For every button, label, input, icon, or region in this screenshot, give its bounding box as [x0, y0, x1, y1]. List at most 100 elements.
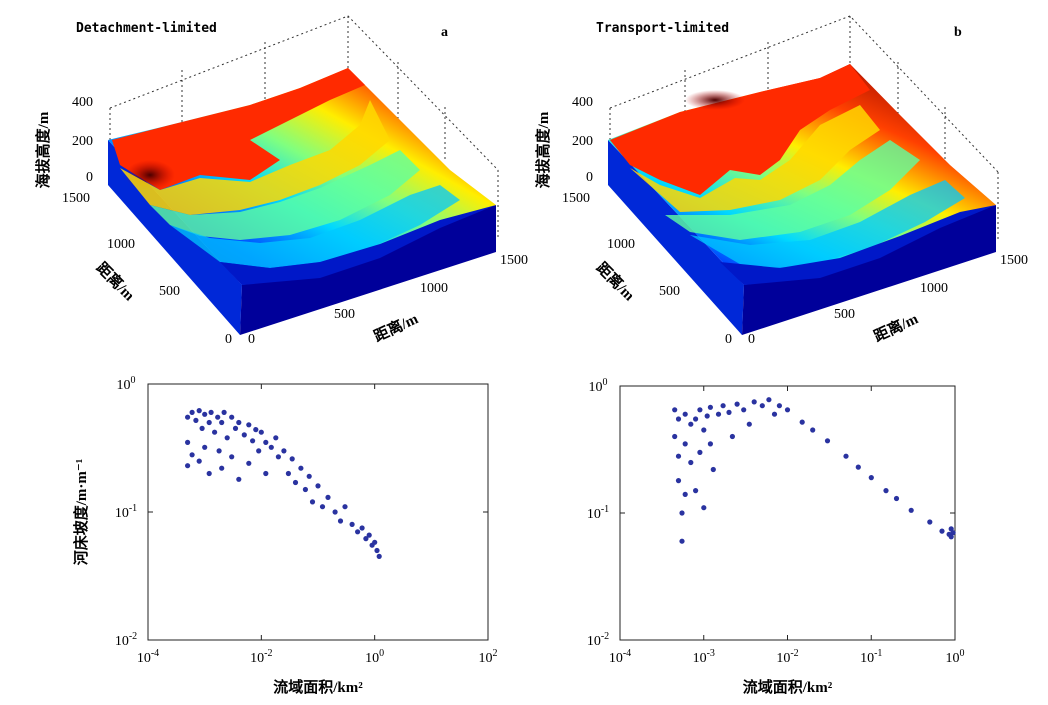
panel-c-point	[273, 435, 279, 441]
panel-c-point	[263, 470, 269, 477]
panel-c-point	[309, 499, 316, 505]
panel-d-point	[675, 478, 682, 484]
panel-c-point	[215, 414, 221, 420]
panel-c-point	[319, 504, 326, 510]
panel-d-point	[776, 403, 783, 409]
panel-d-point	[701, 505, 707, 511]
panel-c-point	[306, 473, 312, 479]
panel-d-point	[741, 407, 747, 413]
panel-b-surface	[608, 15, 999, 335]
panel-b-z-tick: 400	[572, 95, 593, 110]
panel-c-frame	[147, 383, 489, 641]
panel-a-skirt-right	[240, 205, 496, 335]
panel-b-yellow-band	[630, 105, 880, 212]
panel-d-x-tick-label: 10-1	[860, 648, 882, 666]
panel-d-x-tick-label: 10-3	[693, 648, 715, 666]
panel-c-point	[246, 460, 252, 466]
panel-c-point	[363, 536, 369, 542]
panel-a-yellow-band	[120, 100, 390, 215]
panel-b-y-tick: 1000	[607, 237, 635, 252]
panel-c-point	[342, 504, 348, 510]
panel-d-point	[948, 534, 954, 540]
panel-a-x-tick: 500	[334, 307, 355, 322]
panel-d-point	[726, 409, 732, 415]
panel-a-x-label: 距离/m	[371, 309, 421, 345]
panel-a-blue-valley	[220, 205, 496, 285]
panel-c-point	[355, 529, 361, 535]
panel-d-point	[746, 421, 752, 427]
panel-c-point	[374, 547, 380, 554]
panel-b-title: Transport-limited	[596, 21, 729, 36]
panel-c-y-tick-label: 10-2	[115, 631, 137, 649]
panel-d-point	[893, 495, 900, 502]
panel-c-point	[236, 476, 242, 482]
panel-d-point	[824, 438, 831, 444]
panel-d-point	[688, 459, 694, 466]
panel-d-point	[672, 433, 678, 440]
panel-c-point	[229, 454, 235, 460]
panel-a-x-tick: 0	[248, 332, 255, 347]
panel-c-x-tick-label: 10-4	[137, 648, 159, 666]
panel-b-green-band	[665, 140, 920, 240]
panel-d-point	[908, 507, 914, 513]
panel-c-point	[289, 456, 295, 462]
panel-a-x-tick: 1000	[420, 281, 448, 296]
panel-d-point	[679, 510, 685, 516]
panel-d-point	[751, 399, 757, 405]
panel-a-green-band	[150, 150, 420, 240]
panel-c-point	[253, 427, 259, 433]
panel-c-point	[216, 448, 222, 454]
panel-d-point	[843, 453, 849, 459]
panel-c-point	[236, 419, 242, 426]
panel-d-point	[734, 401, 740, 407]
panel-a-red-ridge	[112, 68, 365, 190]
panel-c-point	[185, 414, 191, 420]
panel-c-point	[189, 452, 195, 458]
panel-c-point	[325, 494, 331, 500]
panel-d-x-tick-label: 100	[946, 648, 965, 666]
panel-a-x-tick: 1500	[500, 253, 528, 268]
panel-d-point	[707, 441, 714, 447]
panel-c-point	[219, 419, 225, 426]
panel-c-point	[337, 518, 344, 524]
panel-b-z-tick: 0	[586, 170, 593, 185]
panel-d-x-label: 流域面积/km²	[743, 678, 833, 696]
panel-d-point	[939, 528, 945, 534]
panel-c-point	[366, 532, 372, 538]
panel-c-point	[285, 470, 291, 477]
panel-b-x-tick: 500	[834, 307, 855, 322]
panel-c-point	[219, 465, 225, 471]
panel-c-point	[196, 458, 202, 464]
panel-a-letter: a	[441, 25, 448, 40]
panel-d-point	[682, 441, 688, 447]
panel-c-point	[185, 463, 191, 469]
panel-c-x-tick-label: 10-2	[250, 648, 272, 666]
panel-d-point	[720, 403, 726, 409]
panel-d-point	[868, 475, 874, 481]
panel-d-point	[784, 407, 791, 413]
panel-d-point	[693, 416, 699, 422]
panel-c-point	[206, 470, 212, 477]
panel-c-point	[268, 444, 274, 450]
panel-d-point	[707, 404, 714, 410]
panel-d-point	[675, 453, 682, 459]
panel-c-point	[256, 448, 262, 454]
panel-d-point	[855, 464, 861, 470]
panel-c-point	[349, 521, 355, 528]
panel-a-z-tick: 400	[72, 95, 93, 110]
panel-c-point	[275, 454, 281, 460]
panel-b-blue-valley	[720, 205, 996, 285]
panel-c-point	[315, 483, 321, 489]
panel-d-point	[883, 488, 889, 494]
panel-d-point	[771, 411, 778, 417]
panel-c-point	[196, 408, 202, 414]
panel-a-z-label: 海拔高度/m	[34, 111, 52, 188]
panel-b-peak	[685, 90, 745, 110]
panel-b-red-ridge	[610, 64, 870, 195]
panel-b-y-tick: 1500	[562, 191, 590, 206]
panel-c-point	[298, 465, 304, 471]
panel-d-point	[715, 411, 722, 417]
panel-a-y-tick: 1000	[107, 237, 135, 252]
panel-c-point	[185, 439, 191, 445]
